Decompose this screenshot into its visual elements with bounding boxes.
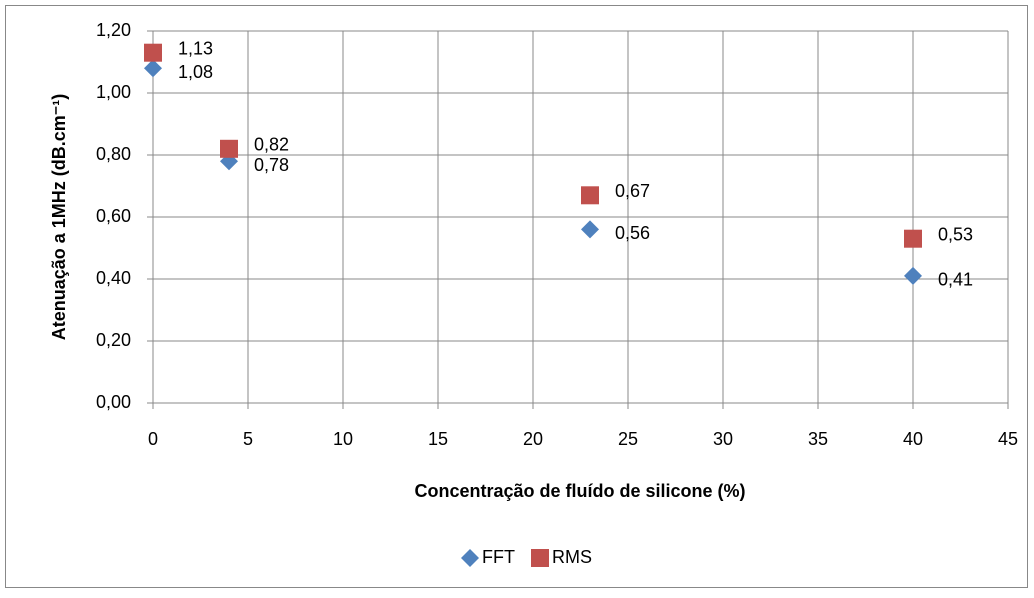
x-axis-title: Concentração de fluído de silicone (%) <box>414 481 745 501</box>
legend-marker <box>531 549 549 567</box>
data-label: 1,13 <box>178 38 213 58</box>
data-point <box>220 139 238 158</box>
y-tick-label: 0,60 <box>96 206 131 226</box>
x-tick-label: 5 <box>243 429 253 449</box>
y-axis-title: Atenuação a 1MHz (dB.cm⁻¹) <box>49 94 69 341</box>
x-tick-label: 0 <box>148 429 158 449</box>
data-label: 0,82 <box>254 135 289 155</box>
x-tick-label: 20 <box>523 429 543 449</box>
legend-label: FFT <box>482 547 515 567</box>
y-tick-label: 1,00 <box>96 82 131 102</box>
data-label: 0,78 <box>254 155 289 175</box>
data-point <box>904 266 922 285</box>
x-tick-label: 15 <box>428 429 448 449</box>
data-point <box>904 229 922 248</box>
x-tick-label: 40 <box>903 429 923 449</box>
data-point <box>581 186 599 205</box>
y-tick-label: 0,20 <box>96 330 131 350</box>
data-label: 0,56 <box>615 223 650 243</box>
x-tick-label: 10 <box>333 429 353 449</box>
y-tick-label: 0,00 <box>96 392 131 412</box>
x-tick-label: 35 <box>808 429 828 449</box>
x-tick-label: 30 <box>713 429 733 449</box>
data-point <box>144 43 162 62</box>
data-label: 0,67 <box>615 181 650 201</box>
data-label: 0,53 <box>938 224 973 244</box>
legend-marker <box>461 549 479 567</box>
y-tick-label: 0,80 <box>96 144 131 164</box>
data-label: 0,41 <box>938 270 973 290</box>
y-tick-label: 0,40 <box>96 268 131 288</box>
data-label: 1,08 <box>178 62 213 82</box>
data-point <box>144 59 162 78</box>
chart-border <box>5 5 1028 588</box>
x-tick-label: 25 <box>618 429 638 449</box>
x-tick-label: 45 <box>998 429 1018 449</box>
legend-label: RMS <box>552 547 592 567</box>
y-tick-label: 1,20 <box>96 20 131 40</box>
data-point <box>581 220 599 239</box>
